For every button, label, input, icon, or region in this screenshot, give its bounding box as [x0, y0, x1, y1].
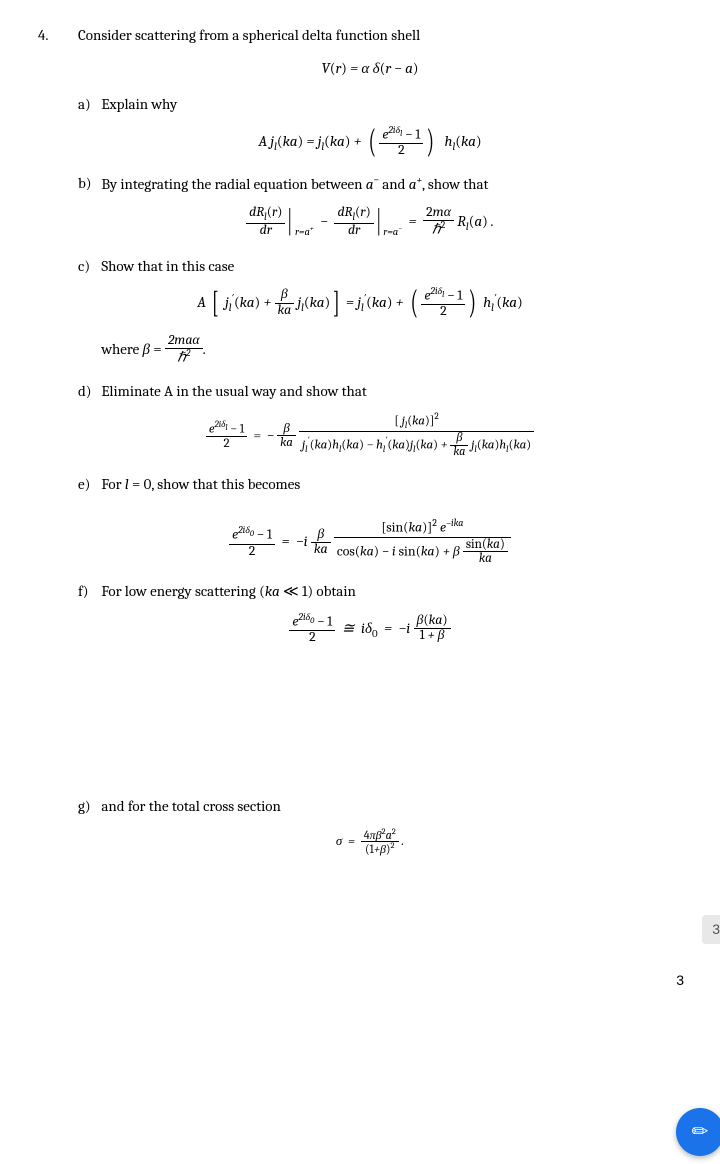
part-a-text: Explain why: [101, 93, 675, 116]
part-e-label: e): [78, 473, 98, 496]
where-beta: where β = 2maαℏ2.: [101, 334, 675, 367]
page-badge: 3: [702, 915, 720, 944]
question-number: 4.: [38, 24, 48, 47]
part-e-text: For l = 0, show that this becomes: [101, 473, 675, 496]
question-stem: Consider scattering from a spherical del…: [78, 24, 680, 47]
part-e-before: For: [101, 475, 125, 493]
equation-a: A jl(ka) = jl(ka) + (e2iδl − 12) hl(ka): [60, 126, 680, 159]
part-b-text: By integrating the radial equation betwe…: [101, 172, 675, 196]
part-b-label: b): [78, 172, 98, 195]
equation-d: e2iδl − 12 = − βka [ jl(ka)]2 jl′(ka)hl(…: [60, 413, 680, 459]
edit-fab[interactable]: ✏: [676, 1108, 720, 1156]
equation-c: A [ jl′(ka) + βka jl(ka)] = jl′(ka) + (e…: [40, 287, 680, 320]
pencil-icon: ✏: [692, 1117, 709, 1147]
equation-e: e2iδ0 − 12 = −i βka [sin(ka)]2 e−ika cos…: [60, 519, 680, 566]
part-e-after: , show that this becomes: [151, 475, 300, 493]
part-g-label: g): [78, 795, 98, 818]
where-label: where: [101, 339, 142, 357]
equation-g: σ = 4πβ2a2(1+β)2 .: [60, 828, 680, 856]
page-number: 3: [676, 970, 684, 991]
part-f-label: f): [78, 580, 98, 603]
part-c-label: c): [78, 255, 98, 278]
part-b-before: By integrating the radial equation betwe…: [101, 175, 365, 193]
equation-potential: V(r) = α δ(r − a): [60, 57, 680, 80]
part-f-before: For low energy scattering (: [101, 582, 265, 600]
part-b-after: , show that: [422, 175, 488, 193]
part-g-text: and for the total cross section: [101, 795, 675, 818]
part-f-after: ) obtain: [307, 582, 355, 600]
part-d-text: Eliminate A in the usual way and show th…: [101, 380, 675, 403]
part-b-mid: and: [379, 175, 409, 193]
part-c-text: Show that in this case: [101, 255, 675, 278]
equation-b: dRl(r)dr|r=a+ − dRl(r)dr|r=a− = 2mαℏ2 Rl…: [60, 206, 680, 241]
part-f-text: For low energy scattering (ka ≪ 1) obtai…: [101, 580, 675, 603]
part-d-label: d): [78, 380, 98, 403]
equation-f: e2iδ0 − 12 ≅ iδ0 = −i β(ka)1 + β: [60, 613, 680, 646]
part-a-label: a): [78, 93, 98, 116]
